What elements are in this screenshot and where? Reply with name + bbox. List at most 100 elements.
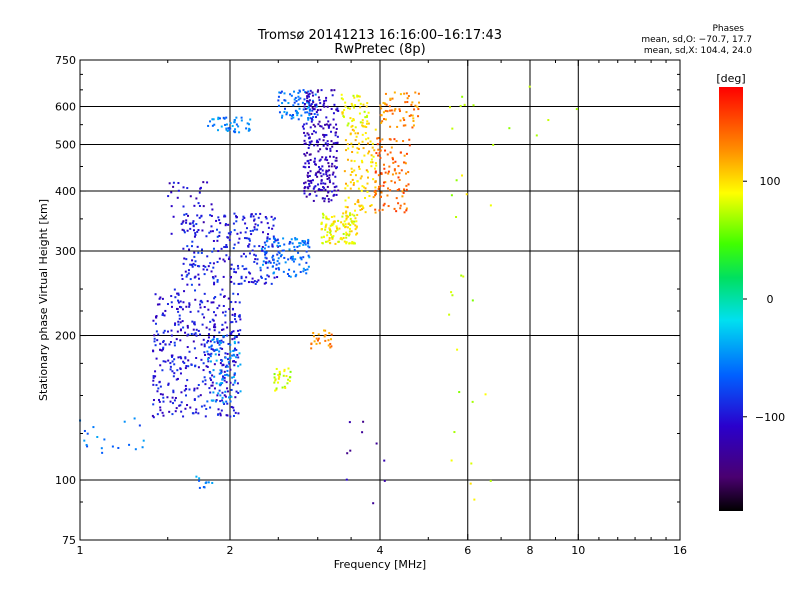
data-point [232, 292, 235, 295]
data-point [384, 171, 387, 174]
data-point [366, 114, 369, 117]
data-point [391, 97, 394, 100]
data-point [233, 364, 236, 367]
data-point [330, 165, 333, 168]
data-point [224, 390, 227, 393]
data-point [330, 215, 333, 218]
data-point [183, 362, 186, 365]
data-point [360, 189, 363, 192]
data-point [378, 152, 381, 155]
data-point [377, 136, 380, 139]
data-point [365, 105, 368, 108]
data-point [347, 222, 350, 225]
data-point [170, 329, 173, 332]
data-point [329, 229, 332, 232]
data-point [348, 214, 351, 217]
data-point [191, 259, 194, 262]
data-point [411, 114, 414, 117]
data-point [354, 126, 357, 129]
data-point [484, 393, 487, 396]
data-point [397, 165, 400, 168]
data-point [222, 401, 225, 404]
data-point [351, 178, 354, 181]
data-point [181, 308, 184, 311]
data-point [207, 308, 210, 311]
data-point [231, 313, 234, 316]
data-point [334, 230, 337, 233]
data-point [237, 241, 240, 244]
data-point [313, 108, 316, 111]
data-point [226, 326, 229, 329]
data-point [183, 389, 186, 392]
data-point [216, 261, 219, 264]
data-point [336, 227, 339, 230]
data-point [229, 122, 232, 125]
data-point [281, 102, 284, 105]
data-point [240, 116, 243, 119]
data-point [188, 305, 191, 308]
data-point [180, 306, 183, 309]
data-point [382, 163, 385, 166]
data-point [448, 106, 451, 109]
data-point [240, 277, 243, 280]
data-point [361, 124, 364, 127]
data-point [393, 109, 396, 112]
data-point [180, 391, 183, 394]
data-point [268, 237, 271, 240]
data-point [332, 182, 335, 185]
data-point [198, 283, 201, 286]
data-point [167, 383, 170, 386]
data-point [218, 343, 221, 346]
data-point [151, 414, 154, 417]
data-point [364, 132, 367, 135]
data-point [306, 95, 309, 98]
data-point [381, 208, 384, 211]
data-point [182, 415, 185, 418]
data-point [253, 280, 256, 283]
data-point [213, 335, 216, 338]
data-point [312, 199, 315, 202]
data-point [216, 348, 219, 351]
data-point [294, 96, 297, 99]
data-point [179, 404, 182, 407]
data-point [249, 118, 252, 121]
data-point [330, 107, 333, 110]
data-point [191, 320, 194, 323]
data-point [176, 377, 179, 380]
data-point [223, 295, 226, 298]
data-point [317, 337, 320, 340]
data-point [308, 180, 311, 183]
data-point [226, 369, 229, 372]
data-point [460, 274, 463, 277]
data-point [287, 102, 290, 105]
data-point [354, 104, 357, 107]
data-point [156, 413, 159, 416]
data-point [285, 113, 288, 116]
data-point [227, 342, 230, 345]
data-point [260, 221, 263, 224]
data-point [163, 314, 166, 317]
data-point [211, 118, 214, 121]
data-point [194, 365, 197, 368]
data-point [417, 115, 420, 118]
data-point [322, 216, 325, 219]
data-point [172, 389, 175, 392]
data-point [254, 223, 257, 226]
data-point [398, 178, 401, 181]
data-point [283, 99, 286, 102]
data-point [378, 209, 381, 212]
data-point [324, 329, 327, 332]
data-point [278, 373, 281, 376]
data-point [193, 387, 196, 390]
data-point [372, 155, 375, 158]
data-point [184, 356, 187, 359]
data-point [321, 212, 324, 215]
data-point [405, 111, 408, 114]
data-point [322, 133, 325, 136]
data-point [180, 410, 183, 413]
data-point [311, 94, 314, 97]
data-point [418, 101, 421, 104]
data-point [152, 383, 155, 386]
data-point [212, 239, 215, 242]
data-point [304, 91, 307, 94]
